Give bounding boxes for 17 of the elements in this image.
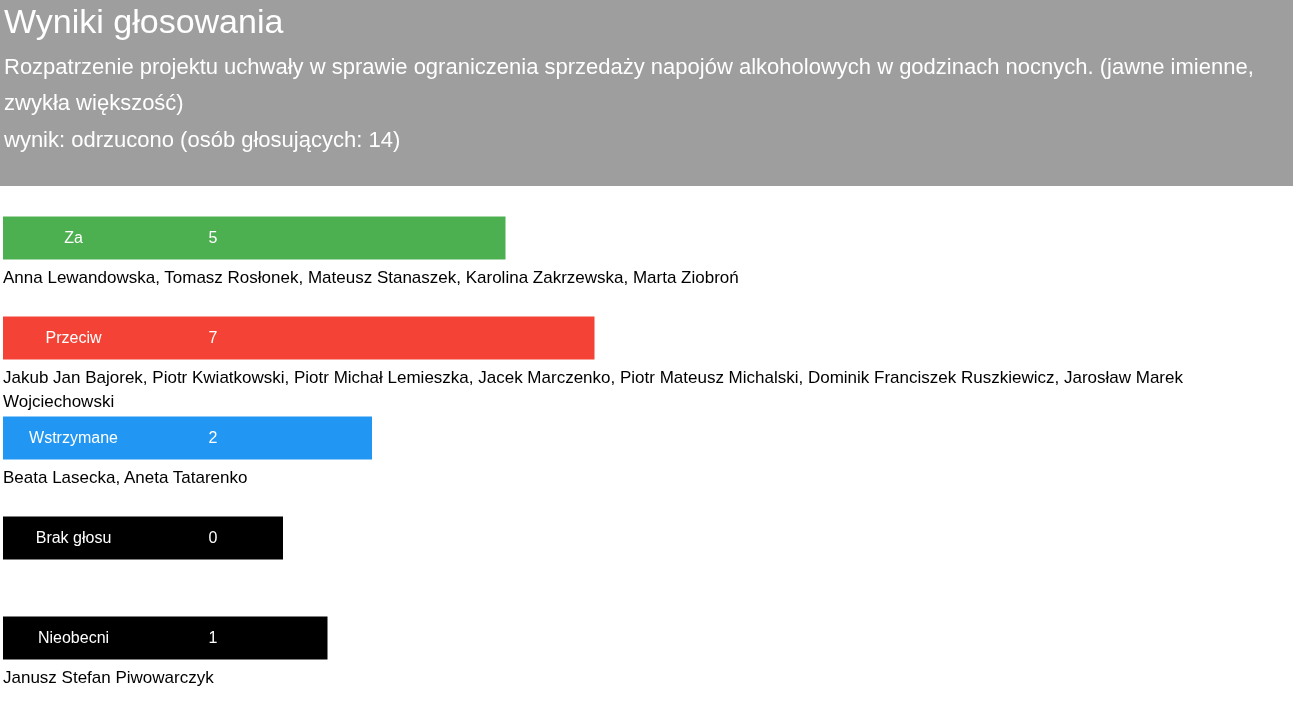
text: wynik: odrzucono (osób głosujących: 14) (4, 127, 402, 153)
annotation: Jakub Jan Bajorek, Piotr Kwiatkowski, Piotr Michał Lemieszka, Jacek Marczenko, Piotr Mateusz Michalski, Dominik Franciszek Ruszkiewicz, Jarosław Marek Wojciechowski (3, 367, 1184, 411)
y-tick-label: Za (64, 229, 83, 246)
y-tick-label: Brak głosu (35, 529, 112, 546)
data-label: 2 (208, 429, 218, 446)
data-label: 1 (208, 629, 218, 646)
text: Beata Lasecka, Aneta Tatarenko (3, 467, 248, 487)
text: Janusz Stefan Piwowarczyk (3, 667, 215, 687)
y-tick-label: Wstrzymane (29, 429, 119, 446)
y-tick-label: Przeciw (45, 329, 102, 346)
chart-title: Wyniki głosowania (4, 2, 285, 41)
data-label: 7 (208, 329, 218, 346)
chart-subtitle: Rozpatrzenie projektu uchwały w sprawie ograniczenia sprzedaży napojów alkoholowych w godzinach nocnych. (jawne imienne, zwykła większość) (4, 53, 1255, 117)
data-label: 5 (208, 229, 218, 246)
annotation: Anna Lewandowska, Tomasz Rosłonek, Mateusz Stanaszek, Karolina Zakrzewska, Marta Ziobroń (3, 267, 739, 287)
y-tick-label: Nieobecni (37, 629, 110, 646)
data-label: 0 (208, 529, 218, 546)
